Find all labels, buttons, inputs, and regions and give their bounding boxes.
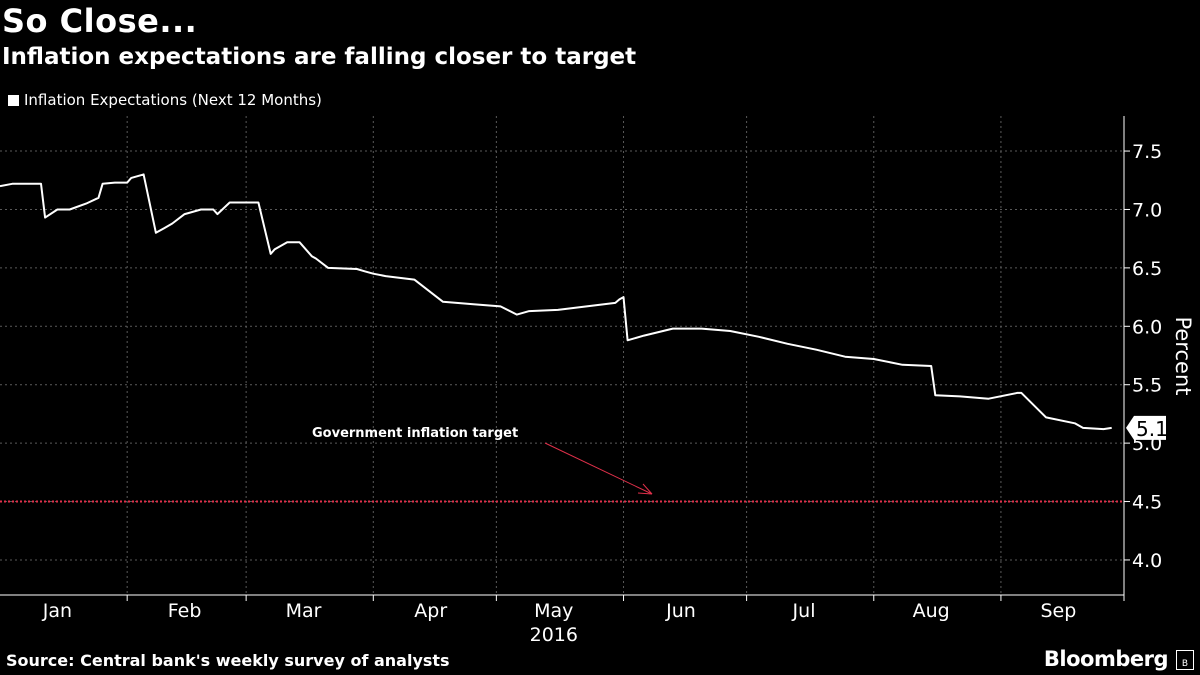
last-value-callout — [1126, 415, 1166, 440]
chart-title: So Close... — [2, 2, 198, 40]
y-tick-label: 5.5 — [1132, 375, 1162, 397]
legend-swatch — [8, 94, 19, 106]
y-axis-label: Percent — [1171, 316, 1195, 395]
x-tick-label: Jun — [665, 600, 696, 622]
y-tick-label: 6.5 — [1132, 258, 1162, 280]
legend-label: Inflation Expectations (Next 12 Months) — [24, 91, 322, 109]
annotation-text: Government inflation target — [312, 426, 518, 441]
x-year-label: 2016 — [530, 624, 578, 646]
x-tick-label: Apr — [414, 600, 447, 622]
y-tick-label: 7.0 — [1132, 199, 1162, 221]
last-value-label: 5.1 — [1136, 417, 1168, 441]
annotation-arrow-shaft — [544, 442, 653, 495]
series-line — [0, 173, 1112, 431]
x-tick-label: Sep — [1040, 600, 1076, 622]
legend: Inflation Expectations (Next 12 Months) — [8, 91, 322, 109]
x-tick-label: Jul — [792, 600, 816, 622]
x-tick-label: Mar — [286, 600, 322, 622]
brand-logo: Bloomberg — [1043, 647, 1169, 671]
y-tick-label: 6.0 — [1132, 316, 1162, 338]
x-tick-label: May — [534, 600, 573, 622]
annotation-arrow-head — [637, 483, 653, 495]
chart-subtitle: Inflation expectations are falling close… — [2, 44, 637, 70]
x-tick-label: Feb — [168, 600, 202, 622]
terminal-icon: B — [1176, 650, 1194, 670]
x-tick-label: Aug — [913, 600, 950, 622]
source-note: Source: Central bank's weekly survey of … — [6, 651, 450, 670]
x-tick-label: Jan — [42, 600, 72, 622]
y-tick-label: 7.5 — [1132, 141, 1162, 163]
y-tick-label: 4.5 — [1132, 492, 1162, 514]
y-tick-label: 4.0 — [1132, 550, 1162, 572]
